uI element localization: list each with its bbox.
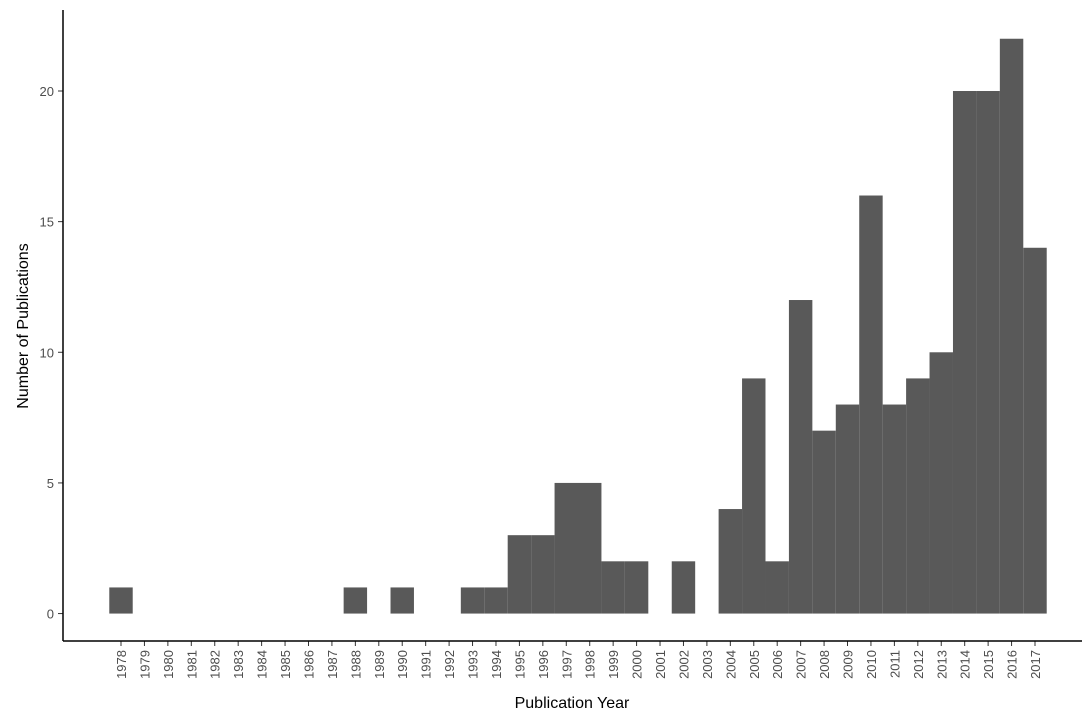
bar bbox=[671, 561, 696, 614]
x-tick-label: 1981 bbox=[184, 650, 199, 679]
x-tick-label: 2016 bbox=[1005, 650, 1020, 679]
bar bbox=[835, 404, 860, 614]
x-tick-label: 1989 bbox=[372, 650, 387, 679]
bar bbox=[601, 561, 625, 614]
bar bbox=[531, 535, 555, 614]
x-tick-label: 2006 bbox=[770, 650, 785, 679]
bar bbox=[554, 482, 578, 614]
bar bbox=[859, 195, 883, 614]
bar bbox=[578, 482, 602, 614]
x-tick-label: 2011 bbox=[887, 650, 902, 678]
x-tick-label: 2012 bbox=[911, 650, 926, 679]
bar bbox=[507, 535, 532, 614]
bar bbox=[460, 587, 485, 614]
x-tick-label: 1987 bbox=[325, 650, 340, 679]
x-tick-label: 2013 bbox=[934, 650, 949, 679]
bar bbox=[929, 352, 953, 614]
x-tick-label: 1980 bbox=[161, 650, 176, 679]
x-tick-label: 1988 bbox=[348, 650, 363, 679]
bar bbox=[976, 90, 1000, 614]
x-tick-label: 1992 bbox=[442, 650, 457, 679]
x-tick-label: 2010 bbox=[864, 650, 879, 679]
x-tick-label: 2008 bbox=[817, 650, 832, 679]
bar bbox=[999, 38, 1024, 614]
x-tick-label: 2014 bbox=[958, 650, 973, 679]
x-tick-label: 2015 bbox=[981, 650, 996, 679]
x-tick-label: 1978 bbox=[114, 650, 129, 679]
y-tick-label: 15 bbox=[40, 215, 54, 230]
bar bbox=[484, 587, 508, 614]
x-tick-label: 2005 bbox=[747, 650, 762, 679]
x-tick-label: 1991 bbox=[419, 650, 434, 679]
x-tick-label: 1984 bbox=[255, 650, 270, 679]
x-tick-label: 1995 bbox=[512, 650, 527, 679]
x-tick-label: 2000 bbox=[630, 650, 645, 679]
x-tick-label: 1986 bbox=[301, 650, 316, 679]
y-tick-label: 20 bbox=[40, 84, 54, 99]
x-tick-label: 2017 bbox=[1028, 650, 1043, 679]
x-tick-label: 1999 bbox=[606, 650, 621, 679]
bar bbox=[788, 300, 813, 614]
bar bbox=[624, 561, 649, 614]
bar bbox=[718, 509, 743, 614]
bar bbox=[109, 587, 133, 614]
x-tick-label: 2003 bbox=[700, 650, 715, 679]
bar bbox=[1023, 247, 1047, 614]
y-axis-title: Number of Publications bbox=[15, 243, 32, 408]
bar bbox=[906, 378, 930, 614]
bar bbox=[952, 90, 977, 614]
bar bbox=[390, 587, 414, 614]
x-tick-label: 2004 bbox=[723, 650, 738, 679]
x-tick-label: 1985 bbox=[278, 650, 293, 679]
x-tick-label: 1983 bbox=[231, 650, 246, 679]
x-tick-label: 1996 bbox=[536, 650, 551, 679]
x-tick-label: 2002 bbox=[676, 650, 691, 679]
y-tick-label: 0 bbox=[47, 607, 54, 622]
x-tick-label: 2009 bbox=[841, 650, 856, 679]
x-axis-title: Publication Year bbox=[515, 695, 630, 712]
x-tick-label: 1998 bbox=[583, 650, 598, 679]
x-tick-label: 1979 bbox=[137, 650, 152, 679]
bar bbox=[812, 430, 836, 614]
bar bbox=[742, 378, 766, 614]
x-tick-label: 1990 bbox=[395, 650, 410, 679]
x-tick-label: 1994 bbox=[489, 650, 504, 679]
x-tick-label: 2007 bbox=[794, 650, 809, 679]
y-tick-label: 10 bbox=[40, 345, 54, 360]
x-tick-label: 1997 bbox=[559, 650, 574, 679]
x-tick-label: 2001 bbox=[653, 650, 668, 679]
x-tick-label: 1993 bbox=[466, 650, 481, 679]
bar bbox=[882, 404, 907, 614]
y-tick-label: 5 bbox=[47, 476, 54, 491]
bar bbox=[765, 561, 789, 614]
x-tick-label: 1982 bbox=[208, 650, 223, 679]
bar bbox=[343, 587, 368, 614]
